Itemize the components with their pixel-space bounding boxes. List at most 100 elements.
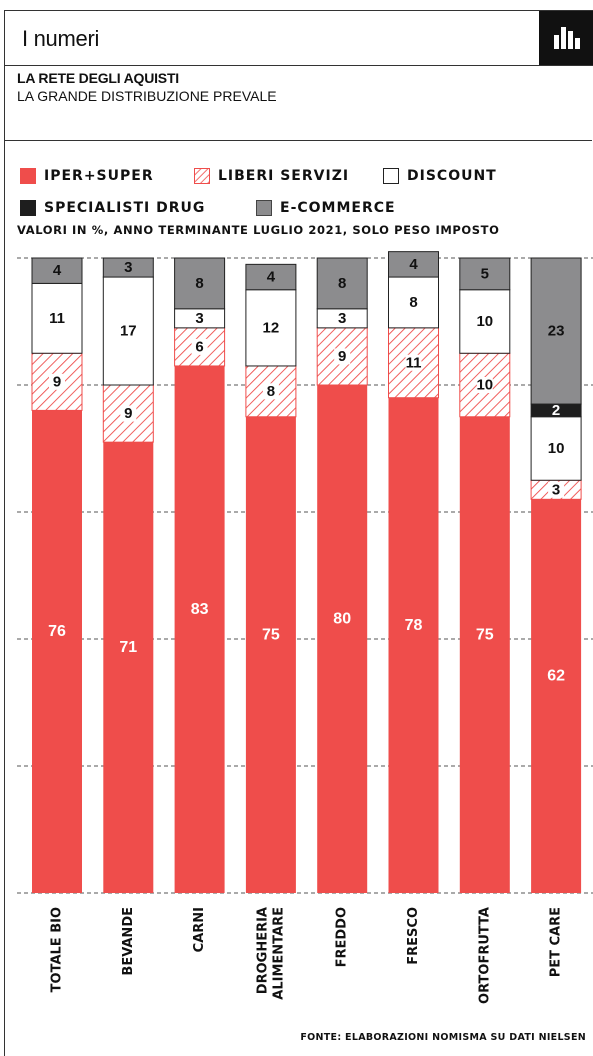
chart-note: VALORI IN %, ANNO TERMINANTE LUGLIO 2021… [17, 223, 500, 237]
source-note: FONTE: ELABORAZIONI NOMISMA SU DATI NIEL… [300, 1032, 586, 1043]
bar-segment-iper [459, 416, 510, 893]
legend-swatch-liberi [194, 168, 210, 184]
bar-segment-iper [388, 397, 439, 893]
bar-chart-icon-svg [554, 27, 580, 49]
category-label: ORTOFRUTTA [477, 907, 492, 1004]
bar-segment-ecommerce [102, 257, 154, 278]
bar-segment-ecommerce [31, 257, 83, 284]
bar-segment-ecommerce [530, 257, 582, 405]
data-label-discount: 10 [476, 313, 493, 330]
legend-ecommerce: E-COMMERCE [256, 200, 396, 216]
data-label-liberi: 3 [552, 481, 560, 498]
bar-segment-ecommerce [316, 257, 368, 310]
data-label-ecommerce: 5 [481, 265, 489, 282]
data-label-discount: 11 [49, 310, 65, 327]
data-label-liberi: 9 [53, 373, 61, 390]
data-label-iper: 83 [191, 601, 209, 618]
category-label: FRESCO [406, 907, 421, 965]
category-label: PET CARE [549, 907, 564, 977]
category-label: CARNI [192, 907, 207, 952]
legend-iper: IPER+SUPER [20, 168, 154, 184]
data-label-bg [334, 348, 351, 365]
data-label-drug: 2 [552, 402, 560, 419]
bar-segment-discount [459, 289, 511, 354]
bar-segment-discount [245, 289, 297, 367]
data-label-discount: 10 [548, 440, 565, 457]
data-label-discount: 17 [120, 323, 137, 340]
header-bar: I numeri [5, 11, 593, 66]
data-label-iper: 71 [119, 639, 137, 656]
bars: 76 9 11 4 71 9 17 3 83 6 3 8 75 8 12 4 80 9 3 8 78 11 8 4 75 10 10… [31, 251, 582, 893]
data-label-bg [120, 405, 137, 422]
bar-segment-ecommerce [174, 257, 226, 310]
data-label-discount: 8 [409, 294, 417, 311]
category-labels: TOTALE BIO BEVANDE CARNI DROGHERIA ALIMENTAR… [50, 907, 564, 1004]
bar-segment-iper [103, 442, 154, 893]
bar-segment-ecommerce [245, 263, 297, 291]
data-label-liberi: 6 [195, 338, 203, 355]
category-label: ALIMENTARE [271, 907, 286, 1000]
data-label-liberi: 11 [406, 354, 422, 371]
data-label-bg [262, 383, 279, 400]
data-label-liberi: 8 [267, 383, 275, 400]
legend-discount: DISCOUNT [383, 168, 497, 184]
data-label-bg [405, 354, 422, 371]
legend-drug: SPECIALISTI DRUG [20, 200, 205, 216]
data-label-ecommerce: 4 [409, 256, 418, 273]
bar-segment-iper [245, 416, 296, 893]
bar-segment-ecommerce [459, 257, 511, 291]
legend-swatch-iper [20, 168, 36, 184]
data-label-iper: 78 [405, 617, 423, 634]
bar-chart-icon [539, 11, 593, 65]
bar-segment-discount [388, 276, 439, 329]
legend-label-discount: DISCOUNT [407, 168, 497, 184]
category-label: FREDDO [335, 907, 350, 967]
data-label-iper: 62 [547, 668, 565, 685]
data-label-iper: 75 [476, 626, 494, 643]
legend-swatch-drug [20, 200, 36, 216]
bar-segment-discount [530, 416, 582, 481]
legend-label-drug: SPECIALISTI DRUG [44, 200, 206, 216]
divider [4, 140, 592, 141]
data-label-liberi: 10 [476, 377, 493, 394]
data-label-iper: 75 [262, 626, 280, 643]
data-label-bg [191, 338, 208, 355]
subheading: LA RETE DEGLI AQUISTI LA GRANDE DISTRIBU… [17, 70, 277, 104]
data-label-ecommerce: 23 [548, 323, 565, 340]
data-label-ecommerce: 8 [338, 275, 346, 292]
legend-swatch-discount [383, 168, 399, 184]
data-label-liberi: 9 [124, 405, 132, 422]
data-label-liberi: 9 [338, 348, 346, 365]
category-label: TOTALE BIO [50, 907, 65, 992]
data-label-discount: 3 [338, 310, 346, 327]
bar-segment-iper [317, 385, 368, 893]
legend-label-liberi: LIBERI SERVIZI [218, 168, 350, 184]
data-label-discount: 12 [263, 319, 280, 336]
legend-swatch-ecommerce [256, 200, 272, 216]
data-label-ecommerce: 8 [195, 275, 203, 292]
data-label-iper: 80 [333, 611, 351, 628]
data-label-ecommerce: 4 [267, 269, 276, 286]
bar-segment-iper [174, 365, 225, 893]
data-label-ecommerce: 4 [53, 262, 62, 279]
subheading-title: LA RETE DEGLI AQUISTI [17, 70, 179, 86]
category-label: DROGHERIA [255, 907, 270, 994]
data-label-bg [548, 481, 565, 498]
data-label-ecommerce: 3 [124, 259, 132, 276]
legend-label-ecommerce: E-COMMERCE [280, 200, 396, 216]
legend-liberi: LIBERI SERVIZI [194, 168, 349, 184]
data-label-discount: 3 [195, 310, 203, 327]
legend-label-iper: IPER+SUPER [44, 168, 154, 184]
data-label-bg [49, 373, 65, 390]
bar-segment-iper [32, 410, 82, 893]
bar-segment-iper [531, 499, 582, 893]
bar-segment-discount [31, 282, 83, 354]
infographic-frame: I numeri [4, 10, 593, 1056]
header-title: I numeri [22, 26, 100, 51]
data-label-iper: 76 [48, 623, 66, 640]
bar-segment-discount [102, 276, 154, 386]
bar-segment-ecommerce [388, 251, 439, 278]
data-label-bg [476, 377, 493, 393]
subheading-text: LA GRANDE DISTRIBUZIONE PREVALE [17, 88, 277, 104]
